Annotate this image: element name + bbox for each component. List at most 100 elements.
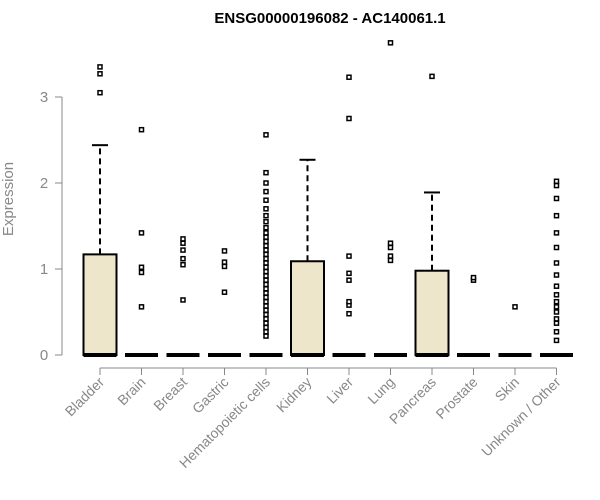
outlier-point (97, 89, 103, 96)
outlier-point (346, 270, 352, 277)
outlier-point (346, 74, 352, 80)
outlier-point (263, 268, 269, 275)
outlier-point (346, 253, 352, 259)
outlier-point (138, 269, 145, 276)
x-tick-label: Lung (364, 374, 397, 407)
outlier-point (346, 115, 352, 122)
outlier-point (221, 289, 228, 295)
outlier-point (263, 298, 269, 305)
outlier-point (553, 182, 560, 189)
outlier-point (180, 247, 186, 253)
outlier-point (263, 307, 269, 314)
outlier-point (263, 132, 269, 138)
outlier-point (263, 243, 269, 249)
outlier-point (263, 197, 269, 203)
outlier-point (263, 230, 269, 236)
outlier-point (263, 224, 269, 231)
x-tick-label: Skin (492, 374, 523, 405)
outlier-point (263, 316, 269, 322)
outlier-point (263, 255, 269, 262)
outlier-point (138, 230, 145, 236)
outlier-point (553, 178, 560, 185)
outlier-point (263, 324, 269, 331)
outlier-point (387, 40, 394, 46)
outlier-point (138, 126, 145, 133)
outlier-point (553, 304, 560, 310)
outlier-point (180, 297, 186, 303)
outlier-point (553, 337, 560, 344)
outlier-point (263, 238, 269, 245)
outlier-point (553, 283, 560, 289)
x-tick-label: Prostate (432, 374, 480, 422)
outlier-point (346, 310, 352, 317)
outlier-point (263, 251, 269, 258)
box (414, 269, 450, 356)
outlier-point (263, 218, 269, 225)
y-tick-label: 3 (40, 89, 48, 106)
outlier-point (553, 292, 560, 298)
outlier-point (553, 316, 560, 322)
outlier-point (180, 240, 186, 246)
outlier-point (97, 71, 103, 77)
y-tick-label: 1 (40, 261, 48, 278)
outlier-point (221, 263, 228, 270)
outlier-point (138, 264, 145, 271)
outlier-point (138, 304, 145, 310)
chart-title: ENSG00000196082 - AC140061.1 (214, 10, 445, 27)
outlier-point (263, 290, 269, 296)
x-tick-label: Breast (150, 374, 190, 414)
outlier-point (263, 180, 269, 186)
outlier-point (387, 240, 394, 246)
box (290, 260, 325, 357)
outlier-point (263, 247, 269, 253)
outlier-point (387, 253, 394, 259)
outlier-point (263, 206, 269, 212)
outlier-point (553, 195, 560, 202)
outlier-point (263, 234, 269, 240)
outlier-point (512, 304, 518, 310)
y-tick-label: 0 (40, 347, 48, 364)
outlier-point (263, 303, 269, 309)
outlier-point (263, 294, 269, 301)
x-tick-label: Kidney (273, 374, 315, 416)
x-tick-label: Unknown / Other (478, 374, 564, 460)
outlier-point (263, 281, 269, 288)
outlier-point (387, 257, 394, 264)
outlier-point (263, 260, 269, 266)
outlier-point (221, 259, 228, 265)
outlier-point (553, 329, 560, 335)
outlier-point (553, 309, 560, 315)
y-tick-label: 2 (40, 175, 48, 192)
outlier-point (221, 248, 228, 254)
outlier-point (553, 272, 560, 278)
box (82, 253, 118, 357)
outlier-point (263, 264, 269, 271)
outlier-point (263, 329, 269, 335)
outlier-point (553, 244, 560, 251)
outlier-point (180, 261, 186, 268)
outlier-point (387, 244, 394, 251)
outlier-point (429, 73, 435, 80)
outlier-point (553, 298, 560, 305)
outlier-point (180, 236, 186, 242)
x-tick-label: Brain (114, 374, 148, 408)
outlier-point (263, 311, 269, 318)
outlier-point (346, 298, 352, 305)
outlier-point (263, 277, 269, 283)
x-tick-label: Liver (323, 374, 356, 407)
outlier-point (263, 273, 269, 279)
outlier-point (263, 320, 269, 326)
outlier-point (553, 320, 560, 326)
outlier-point (97, 64, 103, 70)
outlier-point (263, 169, 269, 176)
y-axis-label: Expression (0, 162, 17, 236)
outlier-point (553, 230, 560, 236)
outlier-point (180, 255, 186, 262)
outlier-point (346, 277, 352, 283)
outlier-point (263, 333, 269, 339)
outlier-point (263, 188, 269, 195)
outlier-point (263, 286, 269, 292)
